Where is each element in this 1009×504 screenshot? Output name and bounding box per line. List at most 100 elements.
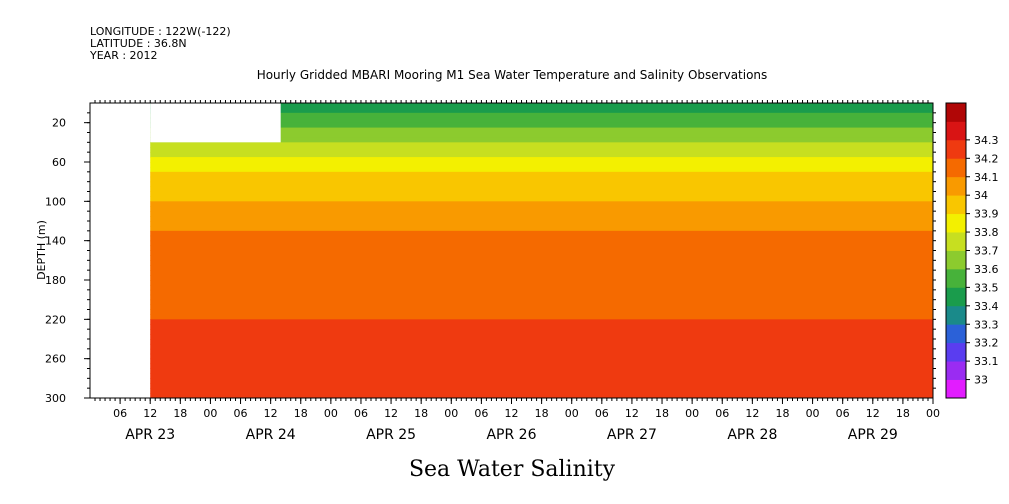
- x-tick-label: 06: [715, 407, 729, 420]
- salinity-band: [150, 142, 933, 148]
- x-tick-label: 12: [745, 407, 759, 420]
- salinity-band: [150, 255, 933, 261]
- salinity-band: [150, 353, 933, 360]
- salinity-band: [150, 260, 933, 266]
- salinity-band: [150, 314, 933, 320]
- x-tick-label: 00: [806, 407, 820, 420]
- x-tick-label: 18: [535, 407, 549, 420]
- x-tick-label: 18: [173, 407, 187, 420]
- salinity-band: [150, 304, 933, 310]
- colorbar-swatch: [946, 139, 966, 159]
- x-tick-label: 12: [143, 407, 157, 420]
- salinity-band: [150, 230, 933, 237]
- x-tick-label: 12: [625, 407, 639, 420]
- colorbar-label: 33: [974, 374, 988, 387]
- salinity-band: [150, 324, 933, 330]
- colorbar-swatch: [946, 158, 966, 178]
- x-tick-label: 06: [354, 407, 368, 420]
- x-tick-label: 06: [836, 407, 850, 420]
- y-tick-label: 180: [45, 274, 66, 287]
- colorbar-swatch: [946, 103, 966, 122]
- x-tick-label: 12: [384, 407, 398, 420]
- salinity-field: [150, 103, 933, 399]
- x-tick-label: 18: [655, 407, 669, 420]
- colorbar-label: 33.4: [974, 300, 999, 313]
- salinity-band: [150, 358, 933, 365]
- salinity-band: [150, 196, 933, 202]
- salinity-band: [150, 211, 933, 217]
- salinity-band: [150, 348, 933, 355]
- salinity-band: [150, 383, 933, 389]
- salinity-band: [150, 280, 933, 286]
- y-tick-label: 300: [45, 392, 66, 405]
- salinity-band: [150, 166, 933, 173]
- salinity-band: [150, 339, 933, 345]
- colorbar-label: 33.6: [974, 263, 999, 276]
- salinity-band: [150, 393, 933, 399]
- x-tick-label: 18: [294, 407, 308, 420]
- salinity-band: [150, 270, 933, 276]
- salinity-band: [150, 152, 933, 158]
- x-date-label: APR 29: [848, 427, 898, 443]
- colorbar-swatch: [946, 176, 966, 196]
- y-tick-label: 100: [45, 195, 66, 208]
- colorbar-swatch: [946, 232, 966, 251]
- colorbar-swatch: [946, 324, 966, 344]
- salinity-band: [150, 206, 933, 212]
- salinity-band: [150, 112, 933, 119]
- salinity-band: [150, 103, 933, 109]
- salinity-band: [150, 122, 933, 129]
- salinity-band: [150, 388, 933, 394]
- colorbar-swatch: [946, 121, 966, 141]
- x-axis: 06 12 18 00 06 12 18 00 06 12 18 00 06 12 18 00 06 12 18 00…: [94, 100, 940, 443]
- salinity-band: [150, 265, 933, 271]
- longitude-label: LONGITUDE : 122W(-122): [90, 25, 231, 38]
- salinity-band: [150, 176, 933, 183]
- y-tick-label: 20: [52, 117, 66, 130]
- salinity-band: [150, 294, 933, 301]
- colorbar-label: 33.5: [974, 281, 999, 294]
- salinity-band: [150, 275, 933, 281]
- colorbar-label: 34.1: [974, 171, 999, 184]
- salinity-band: [150, 117, 933, 124]
- x-tick-label: 00: [565, 407, 579, 420]
- salinity-band: [150, 363, 933, 369]
- colorbar-swatch: [946, 361, 966, 380]
- colorbar-label: 34.2: [974, 152, 999, 165]
- colorbar-swatch: [946, 342, 966, 362]
- y-tick-label: 140: [45, 235, 66, 248]
- salinity-band: [150, 245, 933, 251]
- colorbar-swatch: [946, 287, 966, 307]
- colorbar: 33 33.1 33.2 33.3 33.4 33.5 33.6 33.7 33.8 33.9 34…: [945, 102, 999, 399]
- year-label: YEAR : 2012: [89, 49, 158, 62]
- salinity-band: [150, 132, 933, 138]
- x-date-label: APR 23: [125, 427, 175, 443]
- y-axis-label: DEPTH (m): [35, 220, 48, 280]
- salinity-band: [150, 240, 933, 247]
- x-date-label: APR 28: [727, 427, 777, 443]
- salinity-band: [150, 107, 933, 114]
- salinity-band: [150, 235, 933, 242]
- caption: Sea Water Salinity: [409, 457, 616, 482]
- colorbar-swatch: [946, 305, 966, 325]
- y-tick-label: 60: [52, 156, 66, 169]
- colorbar-label: 33.8: [974, 226, 999, 239]
- colorbar-label: 33.3: [974, 318, 999, 331]
- x-tick-label: 00: [685, 407, 699, 420]
- x-date-label: APR 27: [607, 427, 657, 443]
- salinity-band: [150, 201, 933, 207]
- salinity-band: [150, 127, 933, 133]
- salinity-band: [150, 157, 933, 163]
- x-date-label: APR 26: [486, 427, 536, 443]
- salinity-band: [150, 299, 933, 306]
- x-tick-label: 18: [775, 407, 789, 420]
- salinity-band: [150, 334, 933, 340]
- salinity-band: [150, 373, 933, 379]
- x-date-label: APR 24: [246, 427, 296, 443]
- colorbar-swatch: [946, 250, 966, 270]
- salinity-band: [150, 378, 933, 384]
- colorbar-label: 33.7: [974, 245, 999, 258]
- colorbar-label: 34.3: [974, 134, 999, 147]
- x-tick-label: 06: [234, 407, 248, 420]
- salinity-band: [150, 289, 933, 296]
